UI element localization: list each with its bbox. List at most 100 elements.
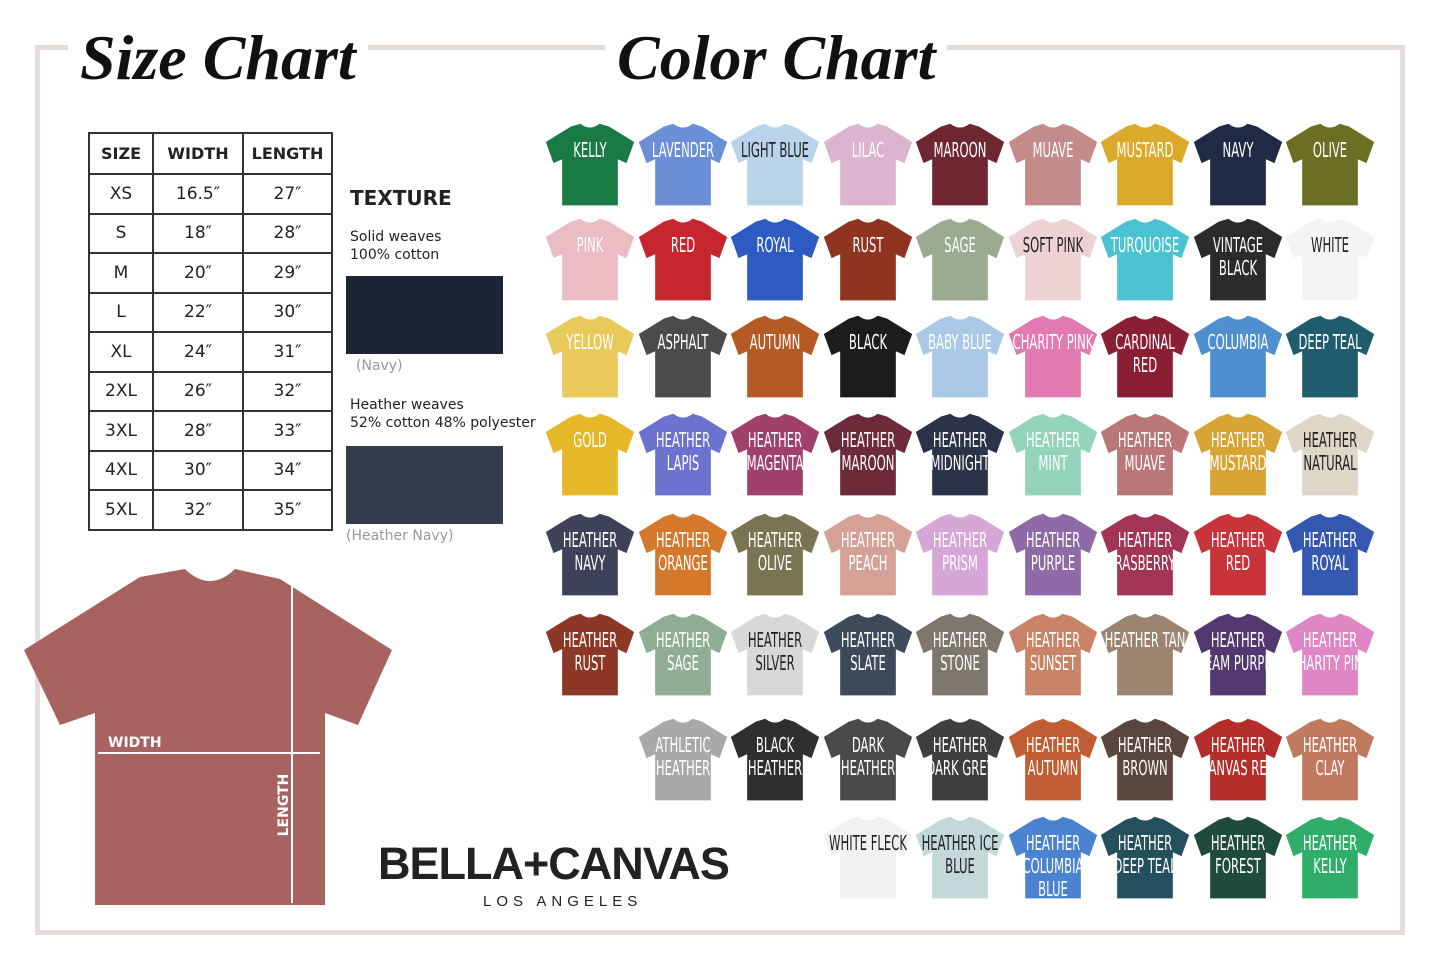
color-swatch: VINTAGE BLACK [1190, 214, 1286, 306]
swatch-label: DEEP TEAL [1298, 330, 1362, 354]
shirt-icon [545, 123, 635, 206]
texture-text: Solid weaves [350, 229, 442, 245]
shirt-shape [915, 513, 1005, 596]
swatch-label: YELLOW [566, 330, 614, 354]
table-cell: 3XL [88, 410, 154, 452]
texture-swatch [346, 446, 503, 524]
shirt-icon [915, 816, 1005, 899]
shirt-shape [1100, 218, 1190, 301]
table-cell: XS [88, 173, 154, 215]
table-cell: 32″ [152, 489, 244, 531]
color-swatch: KELLY [542, 119, 638, 211]
shirt-icon [730, 513, 820, 596]
measure-shirt: WIDTH LENGTH [24, 569, 392, 905]
shirt-icon [1193, 613, 1282, 696]
shirt-shape [1193, 613, 1282, 696]
color-swatch: HEATHER TEAM PURPLE [1190, 609, 1286, 701]
color-swatch: HEATHER DARK GREY [912, 714, 1008, 806]
swatch-label: PINK [576, 233, 604, 257]
color-swatch: BLACK [820, 311, 916, 403]
shirt-shape [638, 513, 727, 596]
swatch-label: HEATHER SAGE [655, 628, 710, 675]
color-swatch: SAGE [912, 214, 1008, 306]
swatch-label: TURQUOISE [1110, 233, 1180, 257]
table-cell: 22″ [152, 291, 244, 333]
swatch-label: ROYAL [756, 233, 794, 257]
shirt-icon [1193, 123, 1282, 206]
shirt-icon [1008, 816, 1097, 899]
shirt-shape [1008, 513, 1097, 596]
shirt-shape [1193, 123, 1282, 206]
table-row: 5XL 32″ 35″ [88, 489, 333, 531]
swatch-label: KELLY [573, 138, 607, 162]
swatch-label: RUST [851, 233, 883, 257]
table-row: S 18″ 28″ [88, 212, 333, 254]
shirt-shape [1193, 413, 1282, 496]
swatch-label: HEATHER TAN [1104, 628, 1186, 652]
swatch-label: HEATHER MAROON [840, 428, 895, 475]
swatch-label: HEATHER NATURAL [1302, 428, 1358, 475]
swatch-label: HEATHER LAPIS [655, 428, 710, 475]
shirt-icon [545, 613, 635, 696]
table-cell: 30″ [152, 449, 244, 491]
color-swatch: HEATHER PRISM [912, 509, 1008, 601]
shirt-shape [545, 218, 635, 301]
shirt-icon [545, 413, 635, 496]
color-swatch: DARK HEATHER [820, 714, 916, 806]
shirt-shape [1193, 218, 1282, 301]
swatch-label: HEATHER FOREST [1210, 831, 1265, 878]
color-swatch: HEATHER BROWN [1097, 714, 1193, 806]
color-swatch: CHARITY PINK [1005, 311, 1101, 403]
swatch-label: HEATHER MIDNIGHT [930, 428, 990, 475]
shirt-shape [823, 315, 912, 398]
color-swatch: SOFT PINK [1005, 214, 1101, 306]
swatch-label: HEATHER DEEP TEAL [1113, 831, 1177, 878]
color-swatch: AUTUMN [727, 311, 823, 403]
table-row: XS 16.5″ 27″ [88, 173, 333, 215]
swatch-label: SOFT PINK [1022, 233, 1083, 257]
swatch-label: SAGE [944, 233, 976, 257]
table-row: 2XL 26″ 32″ [88, 370, 333, 412]
table-row: XL 24″ 31″ [88, 331, 333, 373]
shirt-shape [1285, 613, 1375, 696]
texture-text: 52% cotton 48% polyester [350, 415, 536, 431]
shirt-shape [1008, 413, 1097, 496]
color-swatch: HEATHER PURPLE [1005, 509, 1101, 601]
shirt-icon [915, 218, 1005, 301]
shirt-icon [1193, 413, 1282, 496]
color-swatch: RED [635, 214, 731, 306]
texture-text: Heather weaves [350, 397, 464, 413]
swatch-label: AUTUMN [749, 330, 801, 354]
shirt-shape [638, 413, 727, 496]
shirt-icon [1193, 315, 1282, 398]
shirt-icon [915, 513, 1005, 596]
swatch-label: MAROON [933, 138, 987, 162]
shirt-icon [638, 613, 727, 696]
shirt-icon [545, 513, 635, 596]
color-swatch: HEATHER MAROON [820, 409, 916, 501]
swatch-label: CHARITY PINK [1012, 330, 1093, 354]
shirt-icon [823, 123, 912, 206]
shirt-shape [638, 218, 727, 301]
shirt-icon [823, 218, 912, 301]
shirt-shape [823, 613, 912, 696]
swatch-label: HEATHER OLIVE [747, 528, 803, 575]
shirt-shape [915, 413, 1005, 496]
shirt-shape [1285, 218, 1375, 301]
color-swatch: HEATHER CHARITY PINK [1282, 609, 1378, 701]
table-cell: 27″ [242, 173, 333, 215]
color-swatch: DEEP TEAL [1282, 311, 1378, 403]
table-cell: M [88, 252, 154, 294]
color-swatch: YELLOW [542, 311, 638, 403]
shirt-icon [730, 718, 820, 801]
table-cell: S [88, 212, 154, 254]
table-cell: 18″ [152, 212, 244, 254]
shirt-shape [823, 816, 912, 899]
swatch-label: HEATHER DARK GREY [926, 733, 994, 780]
shirt-shape [1285, 315, 1375, 398]
swatch-label: HEATHER ICE BLUE [921, 831, 999, 878]
color-swatch: ASPHALT [635, 311, 731, 403]
swatch-label: HEATHER BROWN [1117, 733, 1173, 780]
color-swatch: HEATHER MIDNIGHT [912, 409, 1008, 501]
shirt-icon [1100, 718, 1190, 801]
